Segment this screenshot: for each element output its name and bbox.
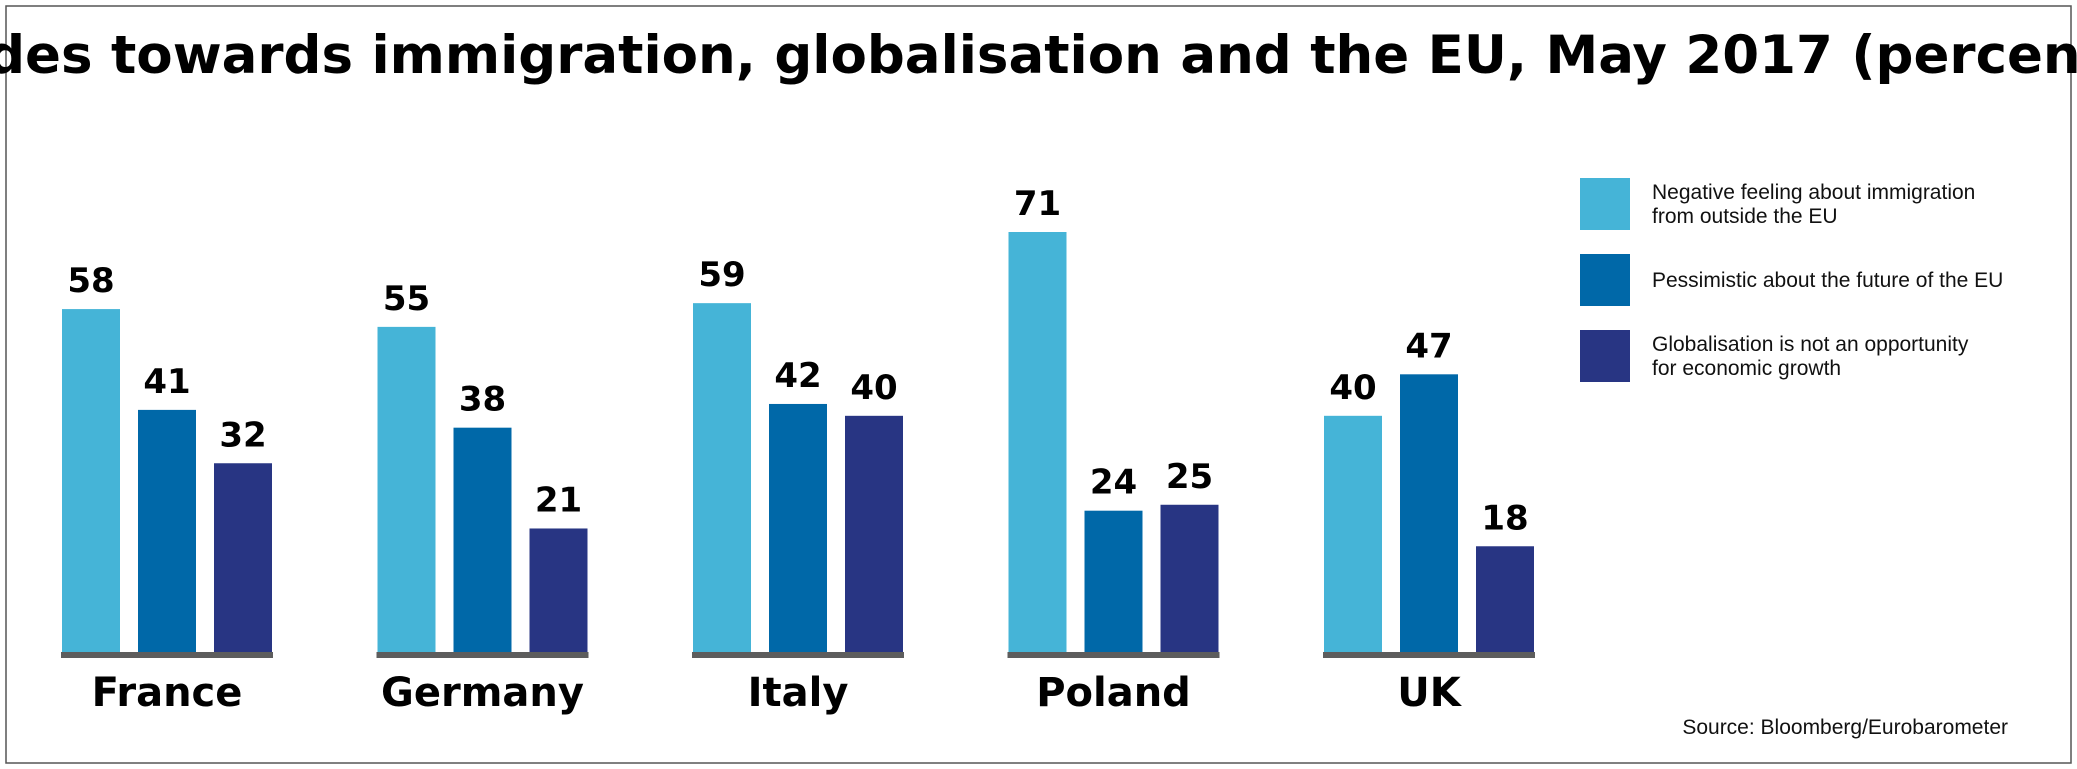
bar-germany-series-2 [453, 427, 512, 653]
category-label-germany: Germany [381, 670, 584, 716]
value-label: 18 [1481, 498, 1528, 538]
bar-uk-series-2 [1400, 374, 1458, 653]
legend: Negative feeling about immigration from o… [1580, 178, 2003, 382]
bars-group [62, 232, 1534, 653]
value-label: 40 [850, 368, 897, 408]
source-note: Source: Bloomberg/Eurobarometer [1682, 716, 2008, 739]
value-label: 32 [219, 415, 266, 455]
value-label: 41 [143, 362, 190, 402]
bar-italy-series-3 [845, 415, 903, 653]
legend-swatch-series-1 [1580, 178, 1630, 230]
bar-germany-series-3 [529, 528, 588, 653]
bar-germany-series-1 [377, 326, 436, 653]
value-label: 24 [1090, 463, 1137, 503]
bar-poland-series-1 [1008, 232, 1067, 653]
baseline-uk [1323, 652, 1535, 658]
bar-france-series-2 [138, 409, 196, 653]
bar-uk-series-3 [1476, 546, 1534, 653]
category-label-france: France [92, 670, 243, 716]
bar-poland-series-3 [1160, 504, 1219, 653]
legend-swatch-series-2 [1580, 254, 1630, 306]
chart-frame [5, 5, 2072, 764]
value-label: 71 [1014, 184, 1061, 224]
value-label: 47 [1405, 326, 1452, 366]
bar-france-series-1 [62, 309, 120, 653]
legend-swatch-series-3 [1580, 330, 1630, 382]
chart-title: Attitudes towards immigration, globalisa… [0, 25, 2077, 86]
value-label: 42 [774, 356, 821, 396]
baseline-france [61, 652, 273, 658]
category-label-uk: UK [1397, 670, 1462, 716]
legend-label-series-1: Negative feeling about immigration from o… [1652, 181, 1975, 228]
bar-poland-series-2 [1084, 510, 1143, 653]
legend-label-series-2: Pessimistic about the future of the EU [1652, 269, 2003, 292]
value-label: 59 [698, 255, 745, 295]
bar-italy-series-1 [693, 303, 751, 653]
value-label: 21 [535, 480, 582, 520]
value-label: 25 [1166, 457, 1213, 497]
category-labels-group: France Germany Italy Poland UK [92, 670, 1463, 716]
value-label: 38 [459, 380, 506, 420]
bar-france-series-3 [214, 463, 272, 653]
category-label-italy: Italy [748, 670, 849, 716]
value-labels-group: 58 41 32 55 38 21 59 42 40 71 24 25 40 47 18 [67, 184, 1528, 538]
baseline-poland [1007, 652, 1220, 658]
baseline-italy [692, 652, 904, 658]
bar-uk-series-1 [1324, 415, 1382, 653]
value-label: 58 [67, 261, 114, 301]
baselines-group [61, 652, 1535, 658]
legend-label-series-3: Globalisation is not an opportunity for e… [1652, 333, 1969, 380]
value-label: 40 [1329, 368, 1376, 408]
category-label-poland: Poland [1036, 670, 1191, 716]
baseline-germany [376, 652, 589, 658]
value-label: 55 [383, 279, 430, 319]
bar-italy-series-2 [769, 403, 827, 653]
